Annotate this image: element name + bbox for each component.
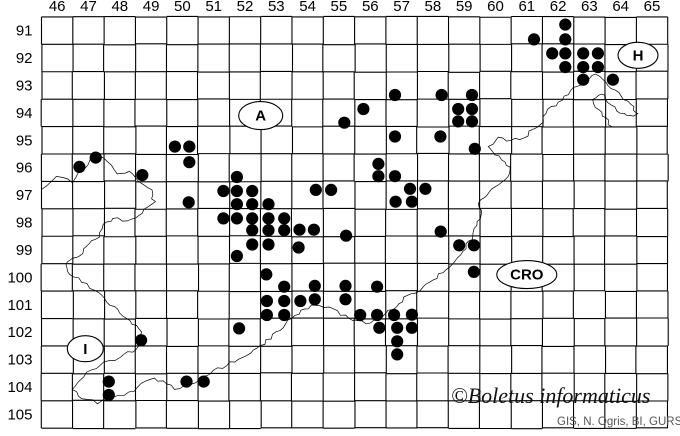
svg-text:GIS, N. Ogris, BI, GURS: GIS, N. Ogris, BI, GURS xyxy=(557,416,680,428)
svg-text:53: 53 xyxy=(268,0,285,15)
svg-text:62: 62 xyxy=(550,0,567,15)
svg-text:58: 58 xyxy=(425,0,442,15)
svg-text:55: 55 xyxy=(331,0,348,15)
svg-text:64: 64 xyxy=(612,0,629,15)
svg-text:59: 59 xyxy=(456,0,473,15)
svg-text:103: 103 xyxy=(7,352,32,369)
svg-text:100: 100 xyxy=(7,269,32,286)
svg-text:95: 95 xyxy=(16,132,33,149)
svg-text:46: 46 xyxy=(49,0,66,15)
svg-text:49: 49 xyxy=(143,0,160,15)
svg-text:94: 94 xyxy=(16,105,33,122)
svg-text:65: 65 xyxy=(644,0,661,15)
svg-text:H: H xyxy=(633,47,644,64)
svg-text:47: 47 xyxy=(80,0,97,15)
svg-text:I: I xyxy=(83,341,87,358)
svg-text:52: 52 xyxy=(237,0,254,15)
svg-text:60: 60 xyxy=(487,0,504,15)
svg-text:A: A xyxy=(255,108,266,125)
svg-text:92: 92 xyxy=(16,50,33,67)
svg-text:102: 102 xyxy=(7,324,32,341)
svg-text:48: 48 xyxy=(111,0,128,15)
svg-text:105: 105 xyxy=(7,407,32,424)
svg-text:101: 101 xyxy=(7,297,32,314)
svg-text:104: 104 xyxy=(7,379,32,396)
svg-text:99: 99 xyxy=(16,242,33,259)
svg-text:96: 96 xyxy=(16,160,33,177)
svg-text:63: 63 xyxy=(581,0,598,15)
svg-text:93: 93 xyxy=(16,78,33,95)
svg-text:98: 98 xyxy=(16,215,33,232)
svg-text:57: 57 xyxy=(393,0,410,15)
svg-text:51: 51 xyxy=(205,0,222,15)
svg-text:97: 97 xyxy=(16,187,33,204)
svg-text:56: 56 xyxy=(362,0,379,15)
svg-text:54: 54 xyxy=(299,0,316,15)
svg-text:CRO: CRO xyxy=(510,267,544,284)
svg-text:61: 61 xyxy=(518,0,535,15)
svg-text:91: 91 xyxy=(16,23,33,40)
svg-text:©Boletus informaticus: ©Boletus informaticus xyxy=(451,383,650,408)
svg-text:50: 50 xyxy=(174,0,191,15)
